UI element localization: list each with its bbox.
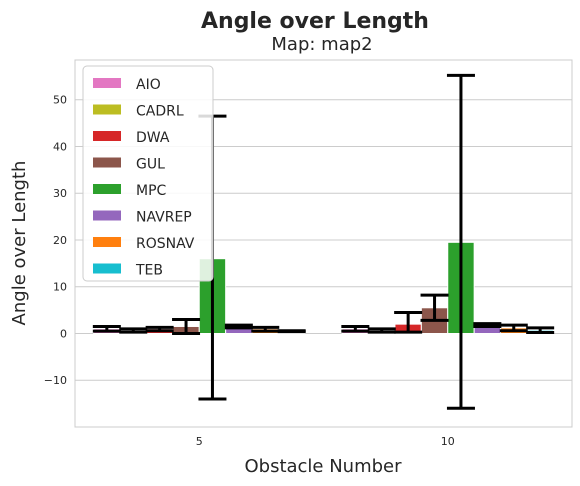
legend-swatch (93, 157, 121, 168)
x-axis-ticks: 5 10 (196, 435, 455, 448)
legend-swatch (93, 184, 121, 194)
y-axis-label: Angle over Length (9, 161, 30, 326)
y-axis-ticks: −10 0 10 20 30 40 50 (44, 94, 67, 388)
legend-label: AIO (136, 77, 161, 93)
chart-suptitle: Angle over Length (201, 9, 429, 34)
legend-swatch (93, 104, 121, 115)
legend-label: ROSNAV (136, 236, 195, 252)
legend: AIO CADRL DWA GUL MPC NAVREP ROSNAV TEB (82, 65, 214, 282)
legend-label: MPC (136, 183, 167, 199)
legend-label: GUL (136, 157, 165, 173)
y-tick-label: 40 (53, 140, 67, 153)
legend-label: NAVREP (136, 210, 192, 226)
legend-label: DWA (136, 130, 170, 146)
legend-box (82, 65, 214, 282)
y-tick-label: 50 (53, 94, 67, 107)
chart-title: Map: map2 (271, 34, 372, 55)
x-tick-label: 5 (196, 435, 203, 448)
legend-label: CADRL (136, 104, 184, 120)
legend-swatch (93, 210, 121, 221)
x-tick-label: 10 (441, 435, 455, 448)
y-tick-label: −10 (44, 374, 67, 387)
legend-swatch (93, 131, 121, 141)
y-tick-label: 10 (53, 281, 67, 294)
y-tick-label: 0 (60, 327, 67, 340)
legend-swatch (93, 78, 121, 88)
legend-swatch (93, 263, 121, 274)
y-tick-label: 20 (53, 234, 67, 247)
x-axis-label: Obstacle Number (244, 456, 402, 477)
y-tick-label: 30 (53, 187, 67, 200)
legend-label: TEB (135, 263, 163, 279)
legend-swatch (93, 237, 121, 247)
